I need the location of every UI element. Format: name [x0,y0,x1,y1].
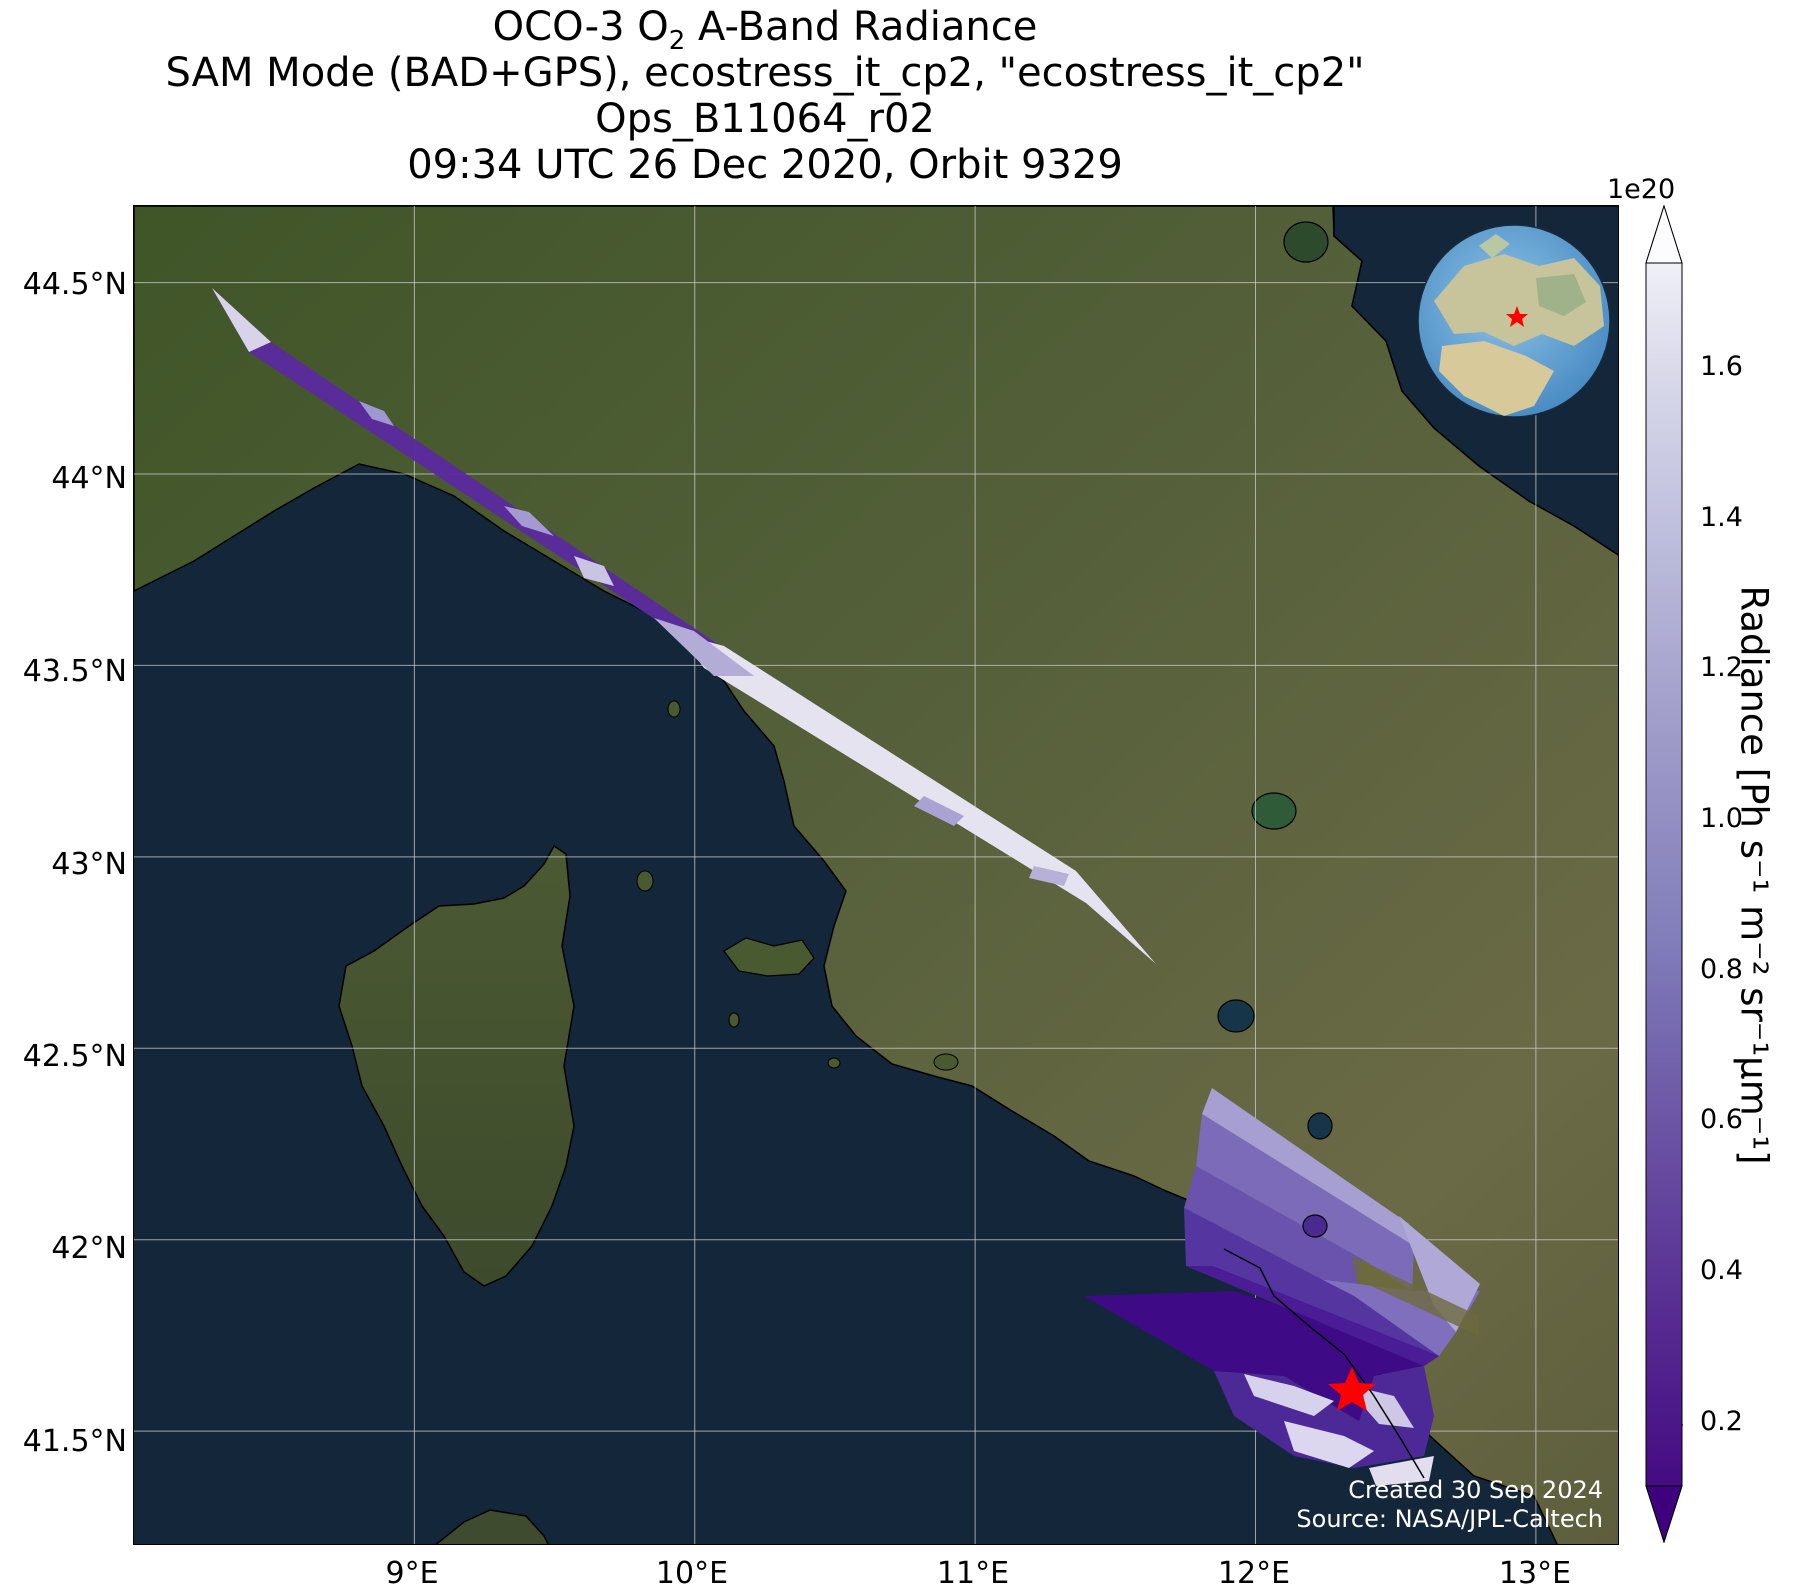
lat-tick-label: 41.5°N [22,1424,127,1459]
gorgona-island [667,700,681,718]
lake-bracciano [1307,1112,1333,1140]
colorbar-tick: 1.0 [1700,803,1743,834]
colorbar-tick: 0.2 [1700,1406,1743,1437]
colorbar-exponent: 1e20 [1607,174,1676,205]
credit-text: Created 30 Sep 2024 Source: NASA/JPL-Cal… [1296,1476,1603,1534]
lake-bolsena [1217,999,1255,1033]
lon-tick-label: 9°E [385,1556,439,1591]
lon-tick-label: 11°E [936,1556,1010,1591]
colorbar-tick: 0.4 [1700,1255,1743,1286]
map-panel[interactable] [133,205,1619,1545]
created-date: Created 30 Sep 2024 [1348,1476,1603,1504]
montecristo-island [827,1057,841,1069]
colorbar-label: Radiance [Ph s⁻¹ m⁻² sr⁻¹μm⁻¹] [1732,585,1776,1165]
lake-comacchio [1283,221,1329,263]
lake-trasimeno [1251,792,1297,830]
colorbar-tick: 1.4 [1700,502,1743,533]
lon-tick-label: 13°E [1498,1556,1572,1591]
colorbar-tick: 1.2 [1700,652,1743,683]
lat-tick-label: 42°N [51,1231,127,1266]
colorbar-tick: 0.6 [1700,1104,1743,1135]
elba-island [723,937,815,977]
pianosa-island [728,1012,740,1028]
capraia-island [636,870,654,892]
map-canvas[interactable] [134,206,1619,1545]
map-title-line-3: Ops_B11064_r02 [595,96,935,142]
lat-tick-label: 44°N [51,461,127,496]
sardinia-tip [435,1509,549,1544]
target-marker[interactable] [1328,1367,1376,1411]
lon-tick-label: 12°E [1217,1556,1291,1591]
lat-tick-label: 42.5°N [22,1039,127,1074]
radiance-swath-long [212,288,1156,964]
map-title-line-2: SAM Mode (BAD+GPS), ecostress_it_cp2, "e… [165,50,1365,96]
colorbar [1645,205,1683,1543]
corsica-island [338,844,575,1287]
source-credit: Source: NASA/JPL-Caltech [1296,1505,1603,1533]
lat-tick-label: 43.5°N [22,654,127,689]
map-title-line-4: 09:34 UTC 26 Dec 2020, Orbit 9329 [407,142,1123,188]
lat-tick-label: 43°N [51,847,127,882]
globe-icon [1417,224,1611,418]
map-title-line-1: OCO-3 O2 A-Band Radiance [492,4,1038,56]
lat-tick-label: 44.5°N [22,267,127,302]
lon-tick-label: 10°E [655,1556,729,1591]
colorbar-tick: 0.8 [1700,954,1743,985]
colorbar-tick: 1.6 [1700,351,1743,382]
giglio-island [933,1053,959,1071]
